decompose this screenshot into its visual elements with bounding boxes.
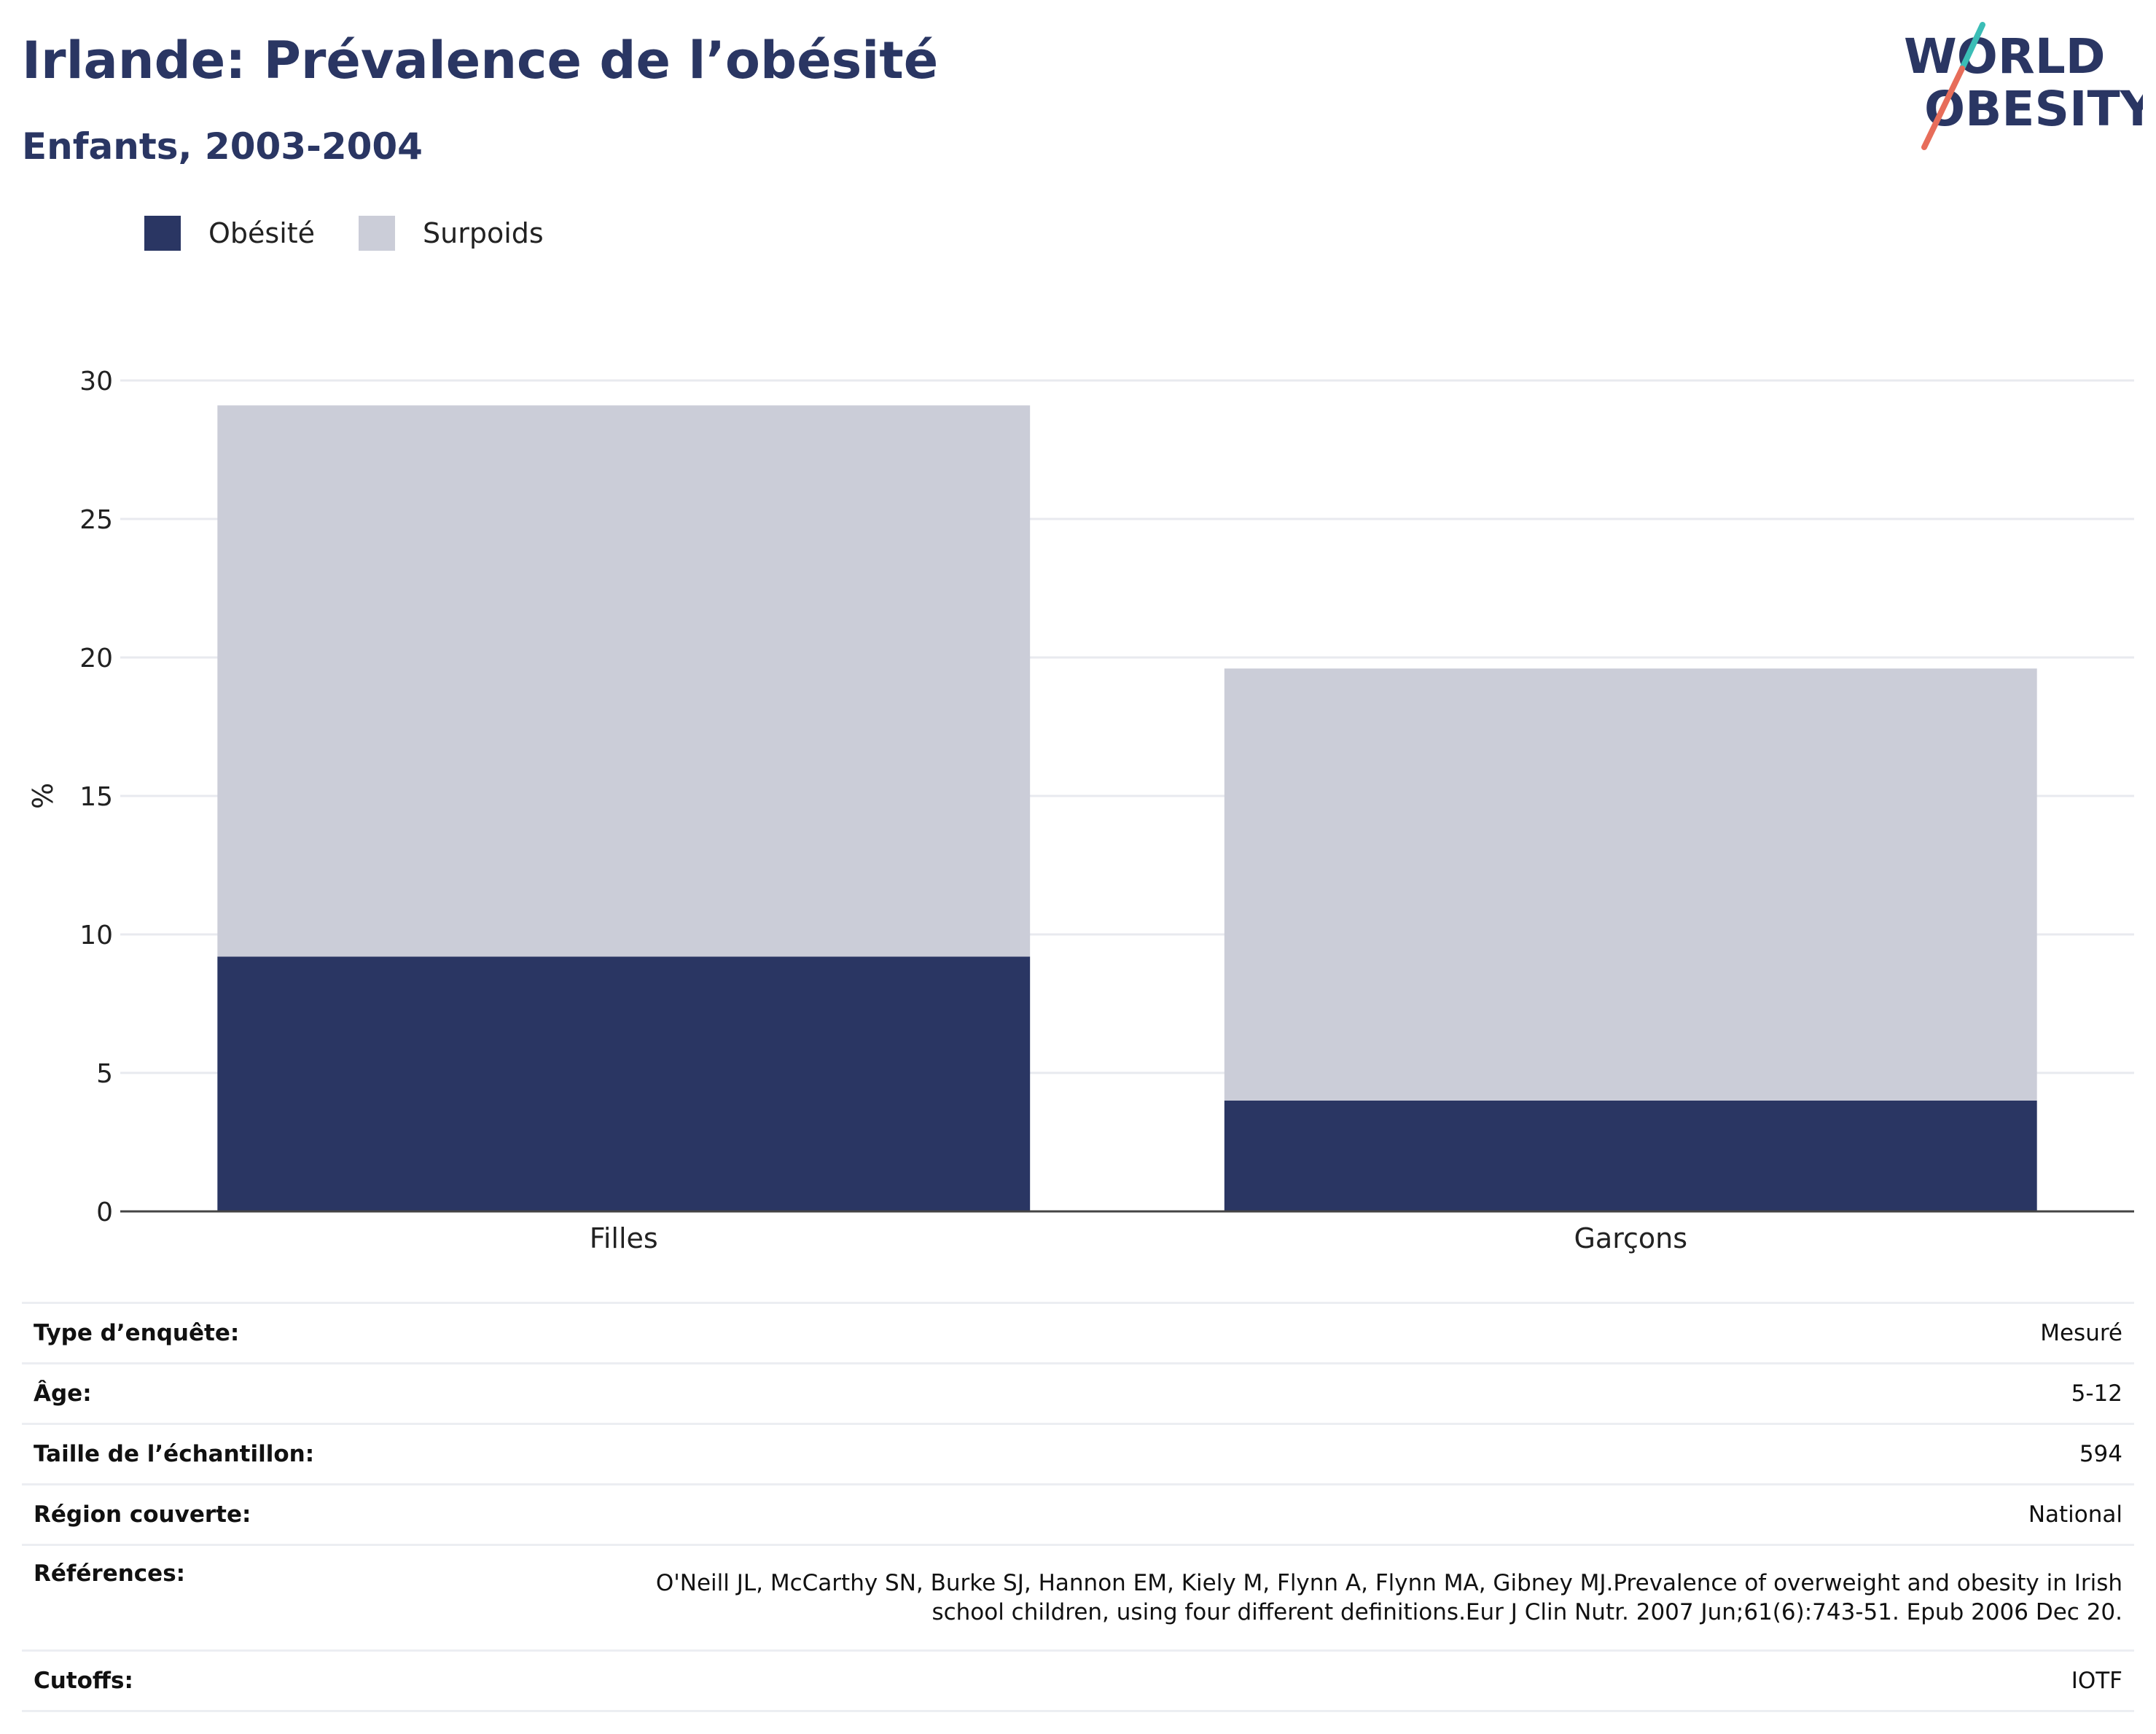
legend-label-obesite: Obésité (208, 217, 316, 249)
info-label: Cutoffs: (34, 1668, 133, 1694)
legend-swatch-surpoids (359, 216, 396, 251)
y-axis-label: % (27, 783, 59, 809)
survey-info-table: Type d’enquête: Mesuré Âge: 5-12 Taille … (22, 1302, 2134, 1712)
info-row-sample-size: Taille de l’échantillon: 594 (22, 1423, 2134, 1485)
world-obesity-logo: WORLD OBESITY (1904, 22, 2143, 150)
bar-obesite-garcons (1224, 1101, 2037, 1211)
x-tick-label: Garçons (1574, 1222, 1687, 1254)
y-tick-label: 25 (79, 505, 113, 535)
info-value: National (2028, 1501, 2122, 1528)
chart-subtitle: Enfants, 2003-2004 (22, 125, 423, 168)
bar-surpoids-filles (217, 405, 1031, 957)
chart-legend: Obésité Surpoids (144, 216, 587, 251)
stacked-bar-chart: 0 5 10 15 20 25 30% Filles Garçons (27, 367, 2134, 1254)
x-tick-label: Filles (590, 1222, 658, 1254)
info-row-age: Âge: 5-12 (22, 1363, 2134, 1424)
bar-obesite-filles (217, 956, 1031, 1211)
legend-swatch-obesite (144, 216, 181, 251)
info-label: Région couverte: (34, 1501, 251, 1528)
legend-label-surpoids: Surpoids (423, 217, 544, 249)
y-tick-label: 15 (79, 782, 113, 812)
info-label: Références: (34, 1561, 186, 1587)
info-value: Mesuré (2040, 1320, 2122, 1346)
info-label: Âge: (34, 1380, 92, 1407)
y-tick-label: 20 (79, 644, 113, 673)
info-label: Type d’enquête: (34, 1320, 240, 1346)
y-tick-label: 5 (96, 1059, 113, 1089)
y-tick-label: 10 (79, 921, 113, 950)
info-row-region: Région couverte: National (22, 1484, 2134, 1545)
logo-word-1: WORLD (1904, 28, 2106, 85)
logo-word-2: OBESITY (1924, 81, 2143, 137)
chart-title: Irlande: Prévalence de l’obésité (22, 31, 939, 90)
legend-item-obesite[interactable]: Obésité (144, 216, 315, 251)
y-tick-label: 30 (79, 367, 113, 397)
info-value: 594 (2079, 1441, 2122, 1467)
info-row-references: Références: O'Neill JL, McCarthy SN, Bur… (22, 1544, 2134, 1651)
reference-line-2: school children, using four different de… (931, 1599, 2122, 1625)
info-value: 5-12 (2071, 1380, 2122, 1407)
legend-item-surpoids[interactable]: Surpoids (359, 216, 544, 251)
y-tick-label: 0 (96, 1198, 113, 1227)
info-row-survey-type: Type d’enquête: Mesuré (22, 1303, 2134, 1364)
info-value: IOTF (2071, 1668, 2122, 1694)
bar-surpoids-garcons (1224, 668, 2037, 1101)
reference-line-1: O'Neill JL, McCarthy SN, Burke SJ, Hanno… (655, 1570, 2122, 1596)
info-label: Taille de l’échantillon: (34, 1441, 315, 1467)
info-value-references: O'Neill JL, McCarthy SN, Burke SJ, Hanno… (555, 1545, 2134, 1651)
info-row-cutoffs: Cutoffs: IOTF (22, 1650, 2134, 1711)
